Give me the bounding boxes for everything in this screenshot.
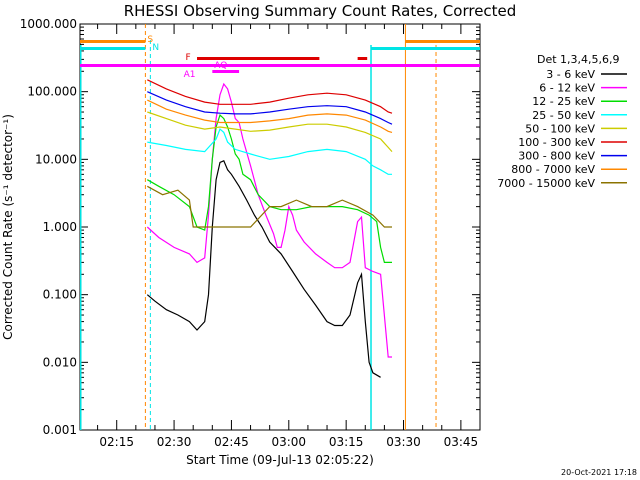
flag-label-n: N xyxy=(152,43,159,53)
series-line-800-7000-kev xyxy=(147,99,393,133)
saa-flag-bar xyxy=(80,40,146,43)
night-flag-bar xyxy=(80,47,146,50)
series-line-3-6-kev xyxy=(146,160,381,378)
y-tick-label: 1.000 xyxy=(43,220,77,234)
legend-label: 800 - 7000 keV xyxy=(511,163,595,176)
legend-label: 6 - 12 keV xyxy=(539,82,595,95)
flag-label-aq: AQ xyxy=(214,61,227,71)
legend-label: 7000 - 15000 keV xyxy=(497,177,595,190)
series-line-12-25-kev xyxy=(147,114,392,263)
legend-label: 3 - 6 keV xyxy=(546,68,595,81)
flare-flag-bar xyxy=(197,57,320,60)
x-tick-label: 02:30 xyxy=(157,435,192,449)
y-tick-label: 0.010 xyxy=(43,355,77,369)
legend-label: 50 - 100 keV xyxy=(525,122,595,135)
legend-label: 100 - 300 keV xyxy=(518,136,595,149)
legend-label: 25 - 50 keV xyxy=(532,109,595,122)
flag-label-f: F xyxy=(186,53,191,63)
a1-flag-bar xyxy=(212,70,240,73)
series-line-100-300-kev xyxy=(147,79,393,114)
flag-label-a1: A1 xyxy=(184,70,196,80)
saa-flag-bar-2 xyxy=(405,40,480,43)
attenuator-flag-bar xyxy=(80,64,480,67)
plot-frame xyxy=(79,23,481,431)
series-line-7000-15000-kev xyxy=(147,185,392,228)
flag-label-s: S xyxy=(147,35,153,45)
legend-title: Det 1,3,4,5,6,9 xyxy=(537,53,620,66)
y-axis-label: Corrected Count Rate (s⁻¹ detector⁻¹) xyxy=(1,114,15,340)
x-tick-label: 03:45 xyxy=(444,435,479,449)
legend-label: 300 - 800 keV xyxy=(518,150,595,163)
series-line-25-50-kev xyxy=(147,128,392,175)
x-tick-label: 03:00 xyxy=(271,435,306,449)
y-tick-label: 0.100 xyxy=(43,288,77,302)
chart-title: RHESSI Observing Summary Count Rates, Co… xyxy=(124,2,517,20)
series-line-50-100-kev xyxy=(147,111,393,153)
x-axis-label: Start Time (09-Jul-13 02:05:22) xyxy=(186,453,374,467)
timestamp: 20-Oct-2021 17:18 xyxy=(561,468,637,477)
flare-flag-bar-2 xyxy=(357,57,368,60)
night-flag-bar-2 xyxy=(371,47,480,50)
series-line-300-800-kev xyxy=(147,91,393,125)
x-tick-label: 03:30 xyxy=(386,435,421,449)
y-tick-label: 1000.000 xyxy=(20,17,77,31)
y-tick-label: 0.001 xyxy=(43,423,77,437)
aq-flag-bar xyxy=(212,64,236,66)
y-tick-label: 10.000 xyxy=(35,152,77,166)
x-tick-label: 02:15 xyxy=(99,435,134,449)
legend-label: 12 - 25 keV xyxy=(532,95,595,108)
x-tick-label: 03:15 xyxy=(329,435,364,449)
y-tick-label: 100.000 xyxy=(27,85,77,99)
x-tick-label: 02:45 xyxy=(214,435,249,449)
